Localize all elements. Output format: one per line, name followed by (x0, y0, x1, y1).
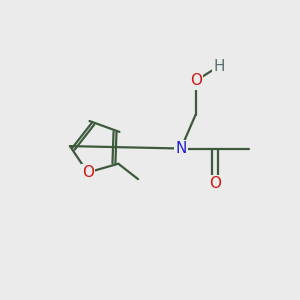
Text: N: N (175, 141, 187, 156)
Text: O: O (209, 176, 221, 191)
Text: H: H (213, 58, 225, 74)
Text: O: O (82, 165, 94, 180)
Text: O: O (190, 73, 202, 88)
